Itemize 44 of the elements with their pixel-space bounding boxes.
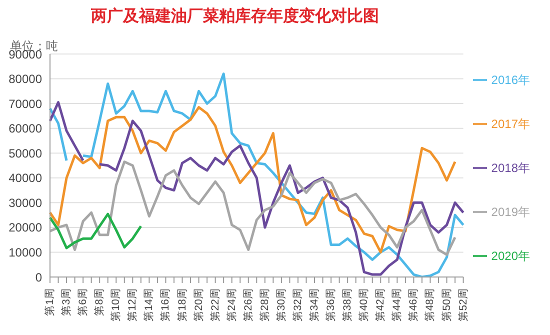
x-tick-label: 第20周 xyxy=(192,288,205,322)
x-tick-label: 第14周 xyxy=(143,288,156,322)
y-tick-label: 30000 xyxy=(8,196,42,210)
x-tick-label: 第10周 xyxy=(110,288,122,322)
x-tick-label: 第52周 xyxy=(457,288,470,322)
legend-label: 2017年 xyxy=(491,116,530,130)
y-tick-label: 50000 xyxy=(8,146,42,160)
y-tick-label: 80000 xyxy=(8,72,42,86)
x-tick-label: 第12周 xyxy=(126,288,139,322)
x-tick-label: 第6周 xyxy=(77,288,90,316)
legend-label: 2018年 xyxy=(491,160,530,174)
x-tick-label: 第34周 xyxy=(308,288,321,322)
x-tick-label: 第16周 xyxy=(160,288,172,322)
legend-label: 2016年 xyxy=(491,72,530,86)
x-tick-label: 第32周 xyxy=(292,288,304,322)
x-tick-label: 第3周 xyxy=(60,288,73,316)
x-tick-label: 第30周 xyxy=(275,288,288,322)
x-tick-label: 第38周 xyxy=(342,288,354,322)
line-series xyxy=(48,160,456,256)
y-tick-label: 10000 xyxy=(8,245,42,260)
x-tick-label: 第40周 xyxy=(358,288,370,322)
line-series xyxy=(48,106,456,254)
x-tick-label: 第46周 xyxy=(408,288,420,322)
x-tick-label: 第50周 xyxy=(440,288,453,322)
line-series xyxy=(48,212,142,250)
x-tick-label: 第22周 xyxy=(209,288,222,322)
x-tick-label: 第1周 xyxy=(44,288,56,316)
legend-label: 2020年 xyxy=(491,248,530,262)
legend-label: 2019年 xyxy=(491,204,530,218)
y-tick-label: 0 xyxy=(35,270,42,284)
x-tick-label: 第26周 xyxy=(242,288,254,322)
y-tick-label: 60000 xyxy=(8,122,42,136)
x-tick-label: 第28周 xyxy=(258,288,271,322)
x-tick-label: 第8周 xyxy=(94,288,106,316)
y-tick-label: 20000 xyxy=(8,220,42,235)
y-tick-label: 40000 xyxy=(8,171,42,186)
chart-title: 两广及福建油厂菜粕库存年度变化对比图 xyxy=(90,6,380,27)
x-tick-label: 第36周 xyxy=(325,288,338,322)
x-tick-label: 第24周 xyxy=(226,288,238,322)
x-tick-label: 第42周 xyxy=(374,288,387,322)
x-tick-label: 第44周 xyxy=(391,288,404,322)
y-tick-label: 70000 xyxy=(8,96,42,111)
x-tick-label: 第18周 xyxy=(176,288,188,322)
x-tick-label: 第48周 xyxy=(424,288,436,322)
